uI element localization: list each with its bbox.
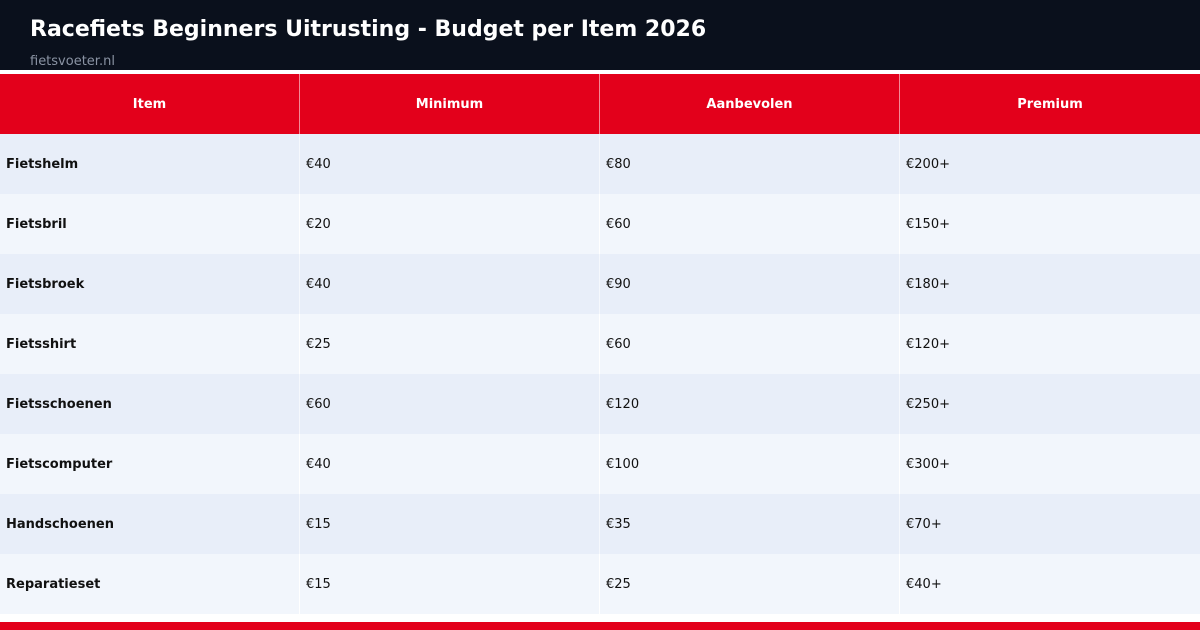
minimum-cell: €15: [300, 554, 600, 614]
minimum-cell: €40: [300, 254, 600, 314]
premium-cell: €150+: [900, 194, 1200, 254]
minimum-cell: €15: [300, 494, 600, 554]
table-row: Fietsbril €20 €60 €150+: [0, 194, 1200, 254]
item-cell: Fietsbril: [0, 194, 300, 254]
header-bar: Racefiets Beginners Uitrusting - Budget …: [0, 0, 1200, 70]
premium-cell: €200+: [900, 134, 1200, 194]
minimum-cell: €20: [300, 194, 600, 254]
premium-cell: €40+: [900, 554, 1200, 614]
page-title: Racefiets Beginners Uitrusting - Budget …: [30, 17, 707, 42]
footer-accent-bar: [0, 622, 1200, 630]
source-label: fietsvoeter.nl: [30, 54, 115, 69]
premium-cell: €180+: [900, 254, 1200, 314]
premium-cell: €120+: [900, 314, 1200, 374]
budget-table: Item Minimum Aanbevolen Premium Fietshel…: [0, 74, 1200, 614]
table-row: Fietscomputer €40 €100 €300+: [0, 434, 1200, 494]
column-header: Minimum: [300, 74, 600, 134]
column-header: Item: [0, 74, 300, 134]
recommended-cell: €25: [600, 554, 900, 614]
item-cell: Fietsbroek: [0, 254, 300, 314]
item-cell: Fietscomputer: [0, 434, 300, 494]
table-header-row: Item Minimum Aanbevolen Premium: [0, 74, 1200, 134]
recommended-cell: €35: [600, 494, 900, 554]
column-header: Aanbevolen: [600, 74, 900, 134]
recommended-cell: €80: [600, 134, 900, 194]
item-cell: Fietsschoenen: [0, 374, 300, 434]
table-row: Reparatieset €15 €25 €40+: [0, 554, 1200, 614]
item-cell: Fietshelm: [0, 134, 300, 194]
recommended-cell: €60: [600, 314, 900, 374]
minimum-cell: €40: [300, 134, 600, 194]
recommended-cell: €60: [600, 194, 900, 254]
column-header: Premium: [900, 74, 1200, 134]
recommended-cell: €120: [600, 374, 900, 434]
item-cell: Reparatieset: [0, 554, 300, 614]
item-cell: Handschoenen: [0, 494, 300, 554]
premium-cell: €300+: [900, 434, 1200, 494]
premium-cell: €70+: [900, 494, 1200, 554]
table-row: Fietsbroek €40 €90 €180+: [0, 254, 1200, 314]
minimum-cell: €25: [300, 314, 600, 374]
table-row: Fietsshirt €25 €60 €120+: [0, 314, 1200, 374]
minimum-cell: €60: [300, 374, 600, 434]
item-cell: Fietsshirt: [0, 314, 300, 374]
recommended-cell: €90: [600, 254, 900, 314]
recommended-cell: €100: [600, 434, 900, 494]
premium-cell: €250+: [900, 374, 1200, 434]
minimum-cell: €40: [300, 434, 600, 494]
table-row: Handschoenen €15 €35 €70+: [0, 494, 1200, 554]
table-row: Fietshelm €40 €80 €200+: [0, 134, 1200, 194]
table-row: Fietsschoenen €60 €120 €250+: [0, 374, 1200, 434]
